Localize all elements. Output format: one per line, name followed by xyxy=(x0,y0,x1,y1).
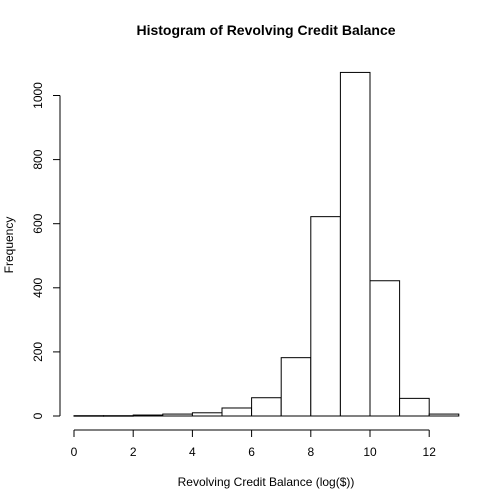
x-tick-label: 6 xyxy=(248,445,255,459)
x-tick-label: 2 xyxy=(130,445,137,459)
y-tick-label: 800 xyxy=(31,149,45,169)
histogram-bar xyxy=(281,358,311,416)
histogram-bar xyxy=(340,72,370,416)
bars-group xyxy=(74,72,459,416)
y-axis: 0 200 400 600 800 1000 xyxy=(31,82,60,420)
x-tick-label: 12 xyxy=(423,445,437,459)
x-tick-label: 8 xyxy=(307,445,314,459)
y-tick-label: 400 xyxy=(31,277,45,297)
y-tick-label: 0 xyxy=(31,412,45,419)
histogram-bar xyxy=(370,281,400,416)
x-tick-label: 10 xyxy=(363,445,377,459)
histogram-bar xyxy=(252,398,282,416)
histogram-bar xyxy=(429,414,459,416)
histogram-bar xyxy=(104,416,134,417)
x-tick-label: 4 xyxy=(189,445,196,459)
y-tick-label: 200 xyxy=(31,342,45,362)
x-axis: 0 2 4 6 8 10 12 xyxy=(71,430,437,459)
histogram-bar xyxy=(400,398,430,416)
x-axis-label: Revolving Credit Balance (log($)) xyxy=(178,475,355,489)
histogram-bar xyxy=(163,414,193,416)
x-tick-label: 0 xyxy=(71,445,78,459)
histogram-bar xyxy=(133,415,163,416)
histogram-bar xyxy=(311,217,341,416)
y-tick-label: 600 xyxy=(31,213,45,233)
histogram-bar xyxy=(222,408,252,416)
y-axis-label: Frequency xyxy=(2,217,16,274)
y-tick-label: 1000 xyxy=(31,82,45,109)
histogram-bar xyxy=(74,416,104,417)
histogram-bar xyxy=(192,413,222,416)
chart-title: Histogram of Revolving Credit Balance xyxy=(136,22,395,38)
